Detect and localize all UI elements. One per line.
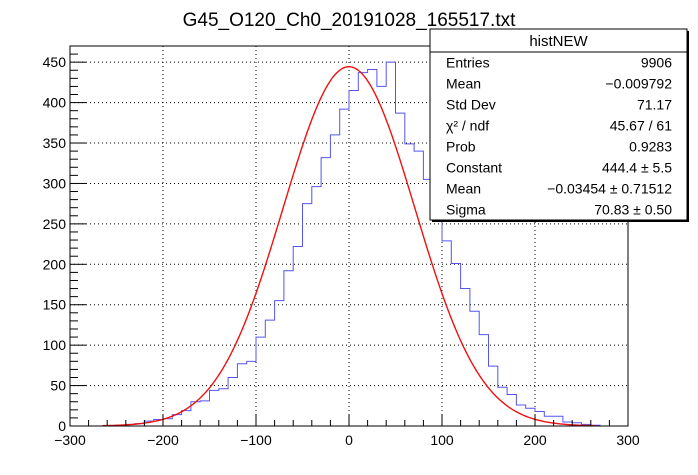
stats-row-value: −0.009792: [605, 76, 672, 92]
stats-row-value: −0.03454 ± 0.71512: [547, 181, 672, 197]
stats-row-value: 70.83 ± 0.50: [594, 202, 672, 218]
stats-row-label: Sigma: [446, 202, 486, 218]
stats-row-label: Mean: [446, 76, 481, 92]
stats-row-value: 71.17: [637, 97, 672, 113]
x-tick-label: −100: [240, 432, 272, 448]
y-tick-label: 200: [43, 256, 67, 272]
y-tick-label: 400: [43, 95, 67, 111]
stats-row-value: 0.9283: [629, 139, 672, 155]
stats-row-label: Prob: [446, 139, 476, 155]
y-tick-label: 50: [50, 378, 66, 394]
x-tick-label: −200: [147, 432, 179, 448]
stats-row-label: Constant: [446, 160, 502, 176]
axes: −300 −200 −100 0 100 200 300 0 50 100 150 200 250 300…: [43, 45, 640, 448]
chart-title: G45_O120_Ch0_20191028_165517.txt: [183, 10, 517, 31]
y-tick-label: 300: [43, 175, 67, 191]
x-tick-label: 300: [616, 432, 640, 448]
gaussian-fit-line: [102, 66, 596, 427]
histogram-bars: [70, 61, 628, 427]
stats-row-value: 45.67 / 61: [610, 118, 672, 134]
stats-row-label: Std Dev: [446, 97, 496, 113]
y-tick-label: 0: [58, 418, 66, 434]
y-tick-label: 350: [43, 135, 67, 151]
y-tick-label: 450: [43, 54, 67, 70]
x-tick-label: 200: [523, 432, 547, 448]
stats-row-label: χ² / ndf: [446, 118, 489, 134]
y-tick-label: 150: [43, 297, 67, 313]
y-tick-label: 250: [43, 216, 67, 232]
stats-box: histNEW Entries 9906 Mean −0.009792 Std Dev 71…: [429, 28, 689, 222]
stats-row-value: 9906: [641, 55, 672, 71]
stats-box-frame: [429, 28, 688, 221]
x-tick-label: 100: [430, 432, 454, 448]
x-tick-label: 0: [345, 432, 353, 448]
stats-row-label: Mean: [446, 181, 481, 197]
fit-curve-layer: [102, 66, 596, 427]
stats-row-value: 444.4 ± 5.5: [602, 160, 672, 176]
x-tick-label: −300: [54, 432, 86, 448]
stats-row-label: Entries: [446, 55, 490, 71]
stats-box-title: histNEW: [529, 33, 588, 50]
histogram-outline: [70, 61, 628, 427]
y-tick-label: 100: [43, 337, 67, 353]
